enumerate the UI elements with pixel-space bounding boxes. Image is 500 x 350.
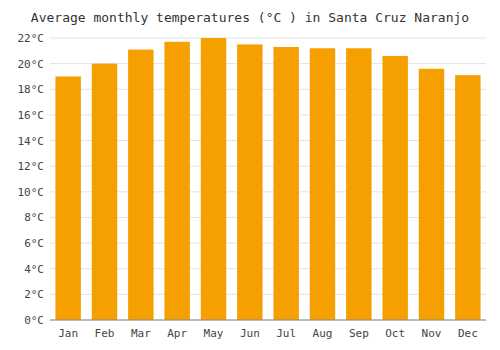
y-tick-label: 0°C [24, 314, 44, 327]
y-tick-label: 2°C [24, 288, 44, 301]
y-grid [50, 38, 486, 320]
y-tick-label: 14°C [18, 135, 45, 148]
x-tick-label: Dec [458, 327, 478, 340]
bar [128, 50, 153, 320]
bar [346, 48, 371, 320]
page: {"chart_data": {"type": "bar", "title": … [0, 0, 500, 350]
bar [201, 38, 226, 320]
y-tick-label: 6°C [24, 237, 44, 250]
x-tick-label: Mar [131, 327, 151, 340]
bar [455, 75, 480, 320]
bar [310, 48, 335, 320]
x-tick-label: Sep [349, 327, 369, 340]
grid-line [50, 38, 486, 39]
y-tick-label: 18°C [18, 83, 45, 96]
x-tick-label: Nov [422, 327, 442, 340]
y-axis: 0°C 2°C 4°C 6°C 8°C 10°C 12°C 14°C 16°C 18°C 20°C 2… [18, 32, 45, 327]
y-tick-label: 16°C [18, 109, 45, 122]
bar [382, 56, 407, 320]
x-tick-label: Oct [385, 327, 405, 340]
bar [273, 47, 298, 320]
x-tick-label: Jan [58, 327, 78, 340]
y-tick-label: 4°C [24, 263, 44, 276]
x-tick-label: May [204, 327, 224, 340]
x-axis: Jan Feb Mar Apr May Jun Jul Aug Sep Oct Nov Dec [58, 327, 478, 340]
chart-svg: Average monthly temperatures (°C ) in Sa… [0, 0, 500, 350]
title: Average monthly temperatures (°C ) in Sa… [31, 10, 469, 25]
bars [55, 38, 480, 320]
x-tick-label: Jul [276, 327, 296, 340]
y-tick-label: 22°C [18, 32, 45, 45]
y-tick-label: 20°C [18, 58, 45, 71]
x-axis-line [50, 320, 486, 321]
x-tick-label: Feb [95, 327, 115, 340]
bar [92, 64, 117, 320]
chart-container: Average monthly temperatures (°C ) in Sa… [0, 0, 500, 350]
y-tick-label: 12°C [18, 160, 45, 173]
y-tick-label: 8°C [24, 211, 44, 224]
x-tick-label: Apr [167, 327, 187, 340]
bar [164, 42, 189, 320]
x-tick-label: Jun [240, 327, 260, 340]
y-tick-label: 10°C [18, 186, 45, 199]
x-tick-label: Aug [313, 327, 333, 340]
bar [419, 69, 444, 320]
grid-line [50, 320, 486, 321]
bar [55, 76, 80, 320]
bar [237, 44, 262, 320]
